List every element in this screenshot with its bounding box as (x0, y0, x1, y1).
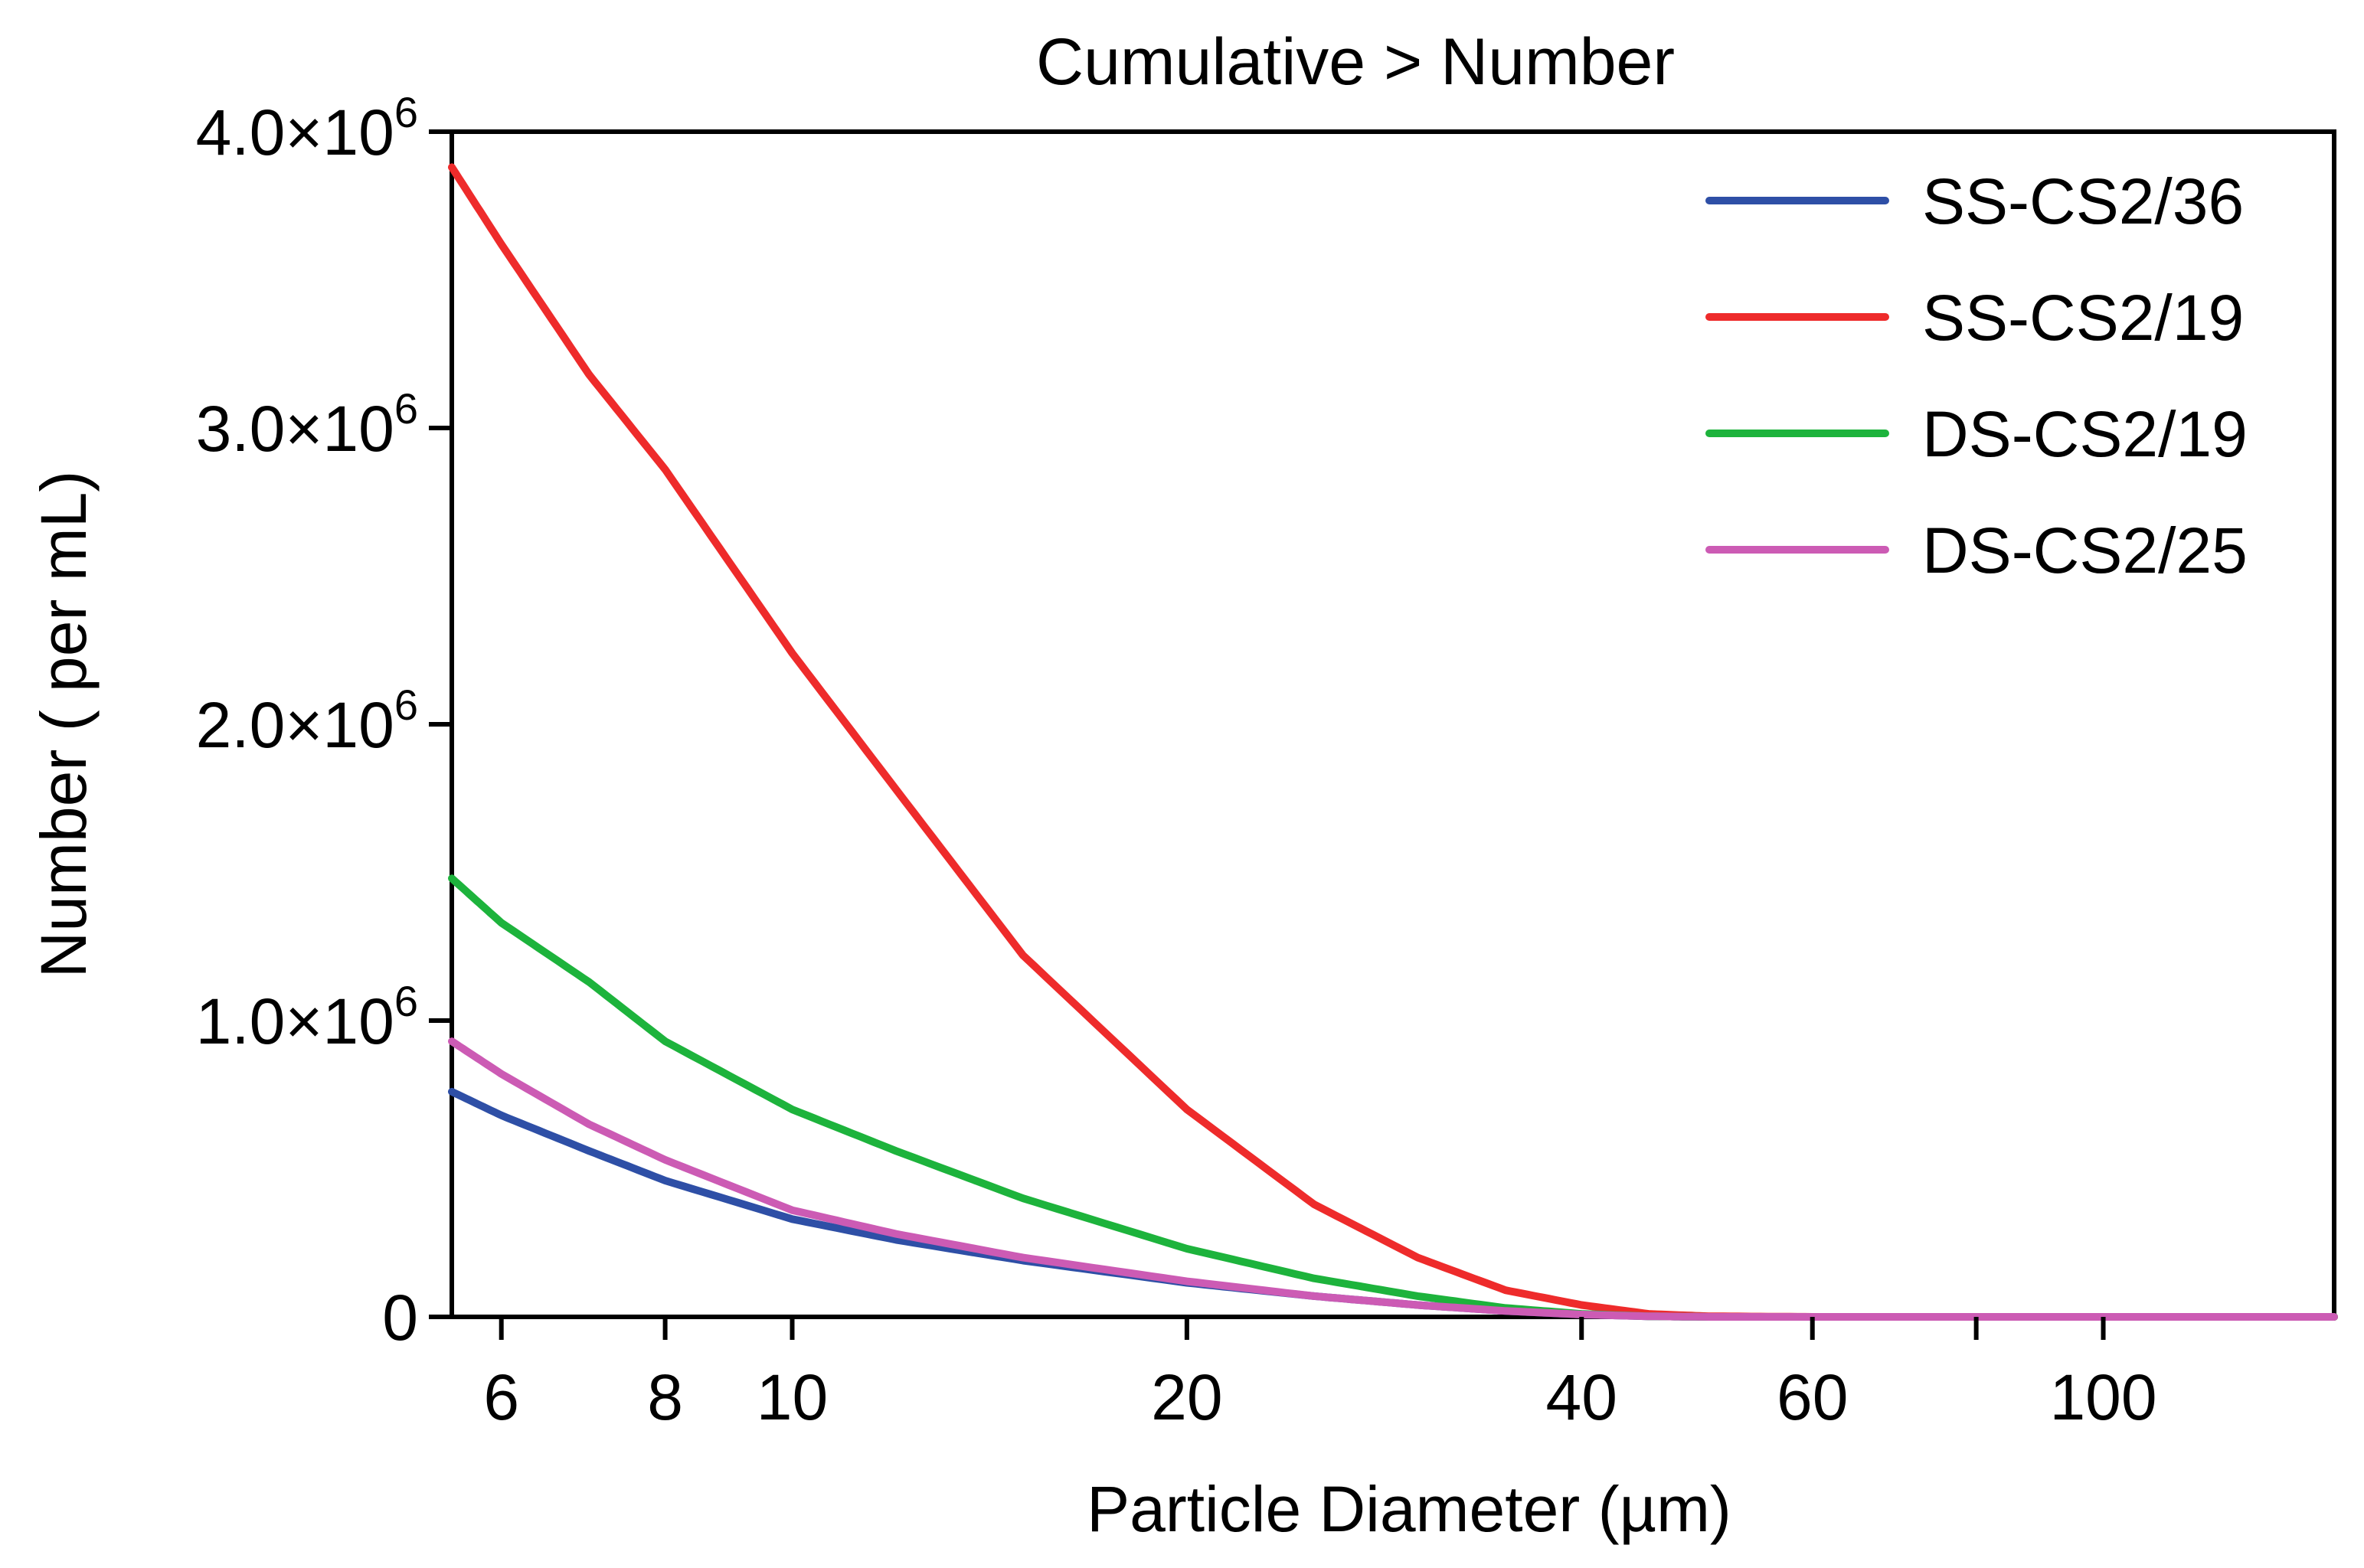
series-layer (448, 163, 2338, 1321)
legend-label-1: SS-CS2/19 (1922, 282, 2244, 354)
series-line-0 (448, 1087, 2338, 1321)
x-tick-label-1: 8 (647, 1361, 683, 1433)
x-tick-label-2: 10 (757, 1361, 828, 1433)
x-axis: 6 8 10 20 40 60 100 (483, 1317, 2157, 1433)
x-tick-label-4: 40 (1546, 1361, 1617, 1433)
y-tick-label-0: 0 (382, 1282, 418, 1354)
x-tick-label-7: 100 (2049, 1361, 2156, 1433)
legend-label-0: SS-CS2/36 (1922, 165, 2244, 237)
y-axis: 0 1.0×106 2.0×106 3.0×106 4.0×106 (196, 88, 452, 1354)
y-axis-label: Number ( per mL) (28, 471, 100, 978)
chart-title: Cumulative > Number (1036, 25, 1675, 99)
legend-label-3: DS-CS2/25 (1922, 514, 2248, 586)
legend-label-2: DS-CS2/19 (1922, 398, 2248, 470)
x-tick-label-3: 20 (1151, 1361, 1222, 1433)
legend: SS-CS2/36 SS-CS2/19 DS-CS2/19 DS-CS2/25 (1705, 165, 2248, 586)
y-tick-label-4: 4.0×106 (196, 88, 418, 168)
y-tick-label-1: 1.0×106 (196, 977, 418, 1057)
y-tick-label-2: 2.0×106 (196, 681, 418, 761)
y-tick-label-3: 3.0×106 (196, 384, 418, 465)
x-tick-label-5: 60 (1777, 1361, 1848, 1433)
x-tick-label-0: 6 (483, 1361, 519, 1433)
series-line-2 (448, 874, 2338, 1321)
x-axis-label: Particle Diameter (µm) (1087, 1473, 1731, 1545)
series-line-3 (448, 1037, 2338, 1321)
